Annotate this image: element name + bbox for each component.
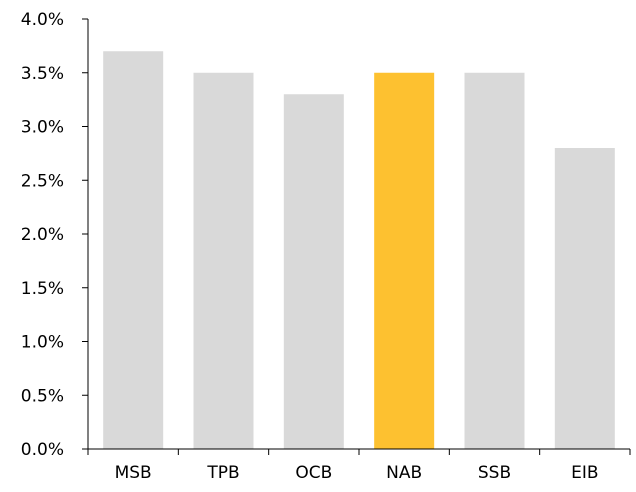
y-axis-ticks: 0.0% 0.5% 1.0% 1.5% 2.0% 2.5% 3.0% 3.5% 4.0% — [21, 10, 88, 460]
bar-ssb — [464, 72, 525, 449]
bar-tpb — [193, 72, 254, 449]
y-tick-label: 1.5% — [21, 279, 64, 299]
x-tick-label: OCB — [295, 463, 332, 483]
bar-ocb — [283, 94, 344, 449]
y-tick-label: 4.0% — [21, 10, 64, 30]
y-tick-label: 0.5% — [21, 386, 64, 406]
x-tick-label: MSB — [115, 463, 152, 483]
x-axis-ticks: MSB TPB OCB NAB SSB EIB — [87, 449, 631, 483]
y-tick-label: 3.0% — [21, 118, 64, 138]
x-tick-label: EIB — [571, 463, 598, 483]
bar-group — [103, 51, 615, 449]
x-tick-label: TPB — [206, 463, 239, 483]
y-tick-label: 3.5% — [21, 64, 64, 84]
x-tick-label: NAB — [386, 463, 422, 483]
y-tick-label: 2.0% — [21, 225, 64, 245]
bar-msb — [103, 51, 164, 449]
bar-nab — [374, 72, 435, 449]
bar-eib — [554, 148, 615, 449]
y-tick-label: 2.5% — [21, 171, 64, 191]
y-tick-label: 1.0% — [21, 333, 64, 353]
y-tick-label: 0.0% — [21, 440, 64, 460]
x-tick-label: SSB — [478, 463, 511, 483]
